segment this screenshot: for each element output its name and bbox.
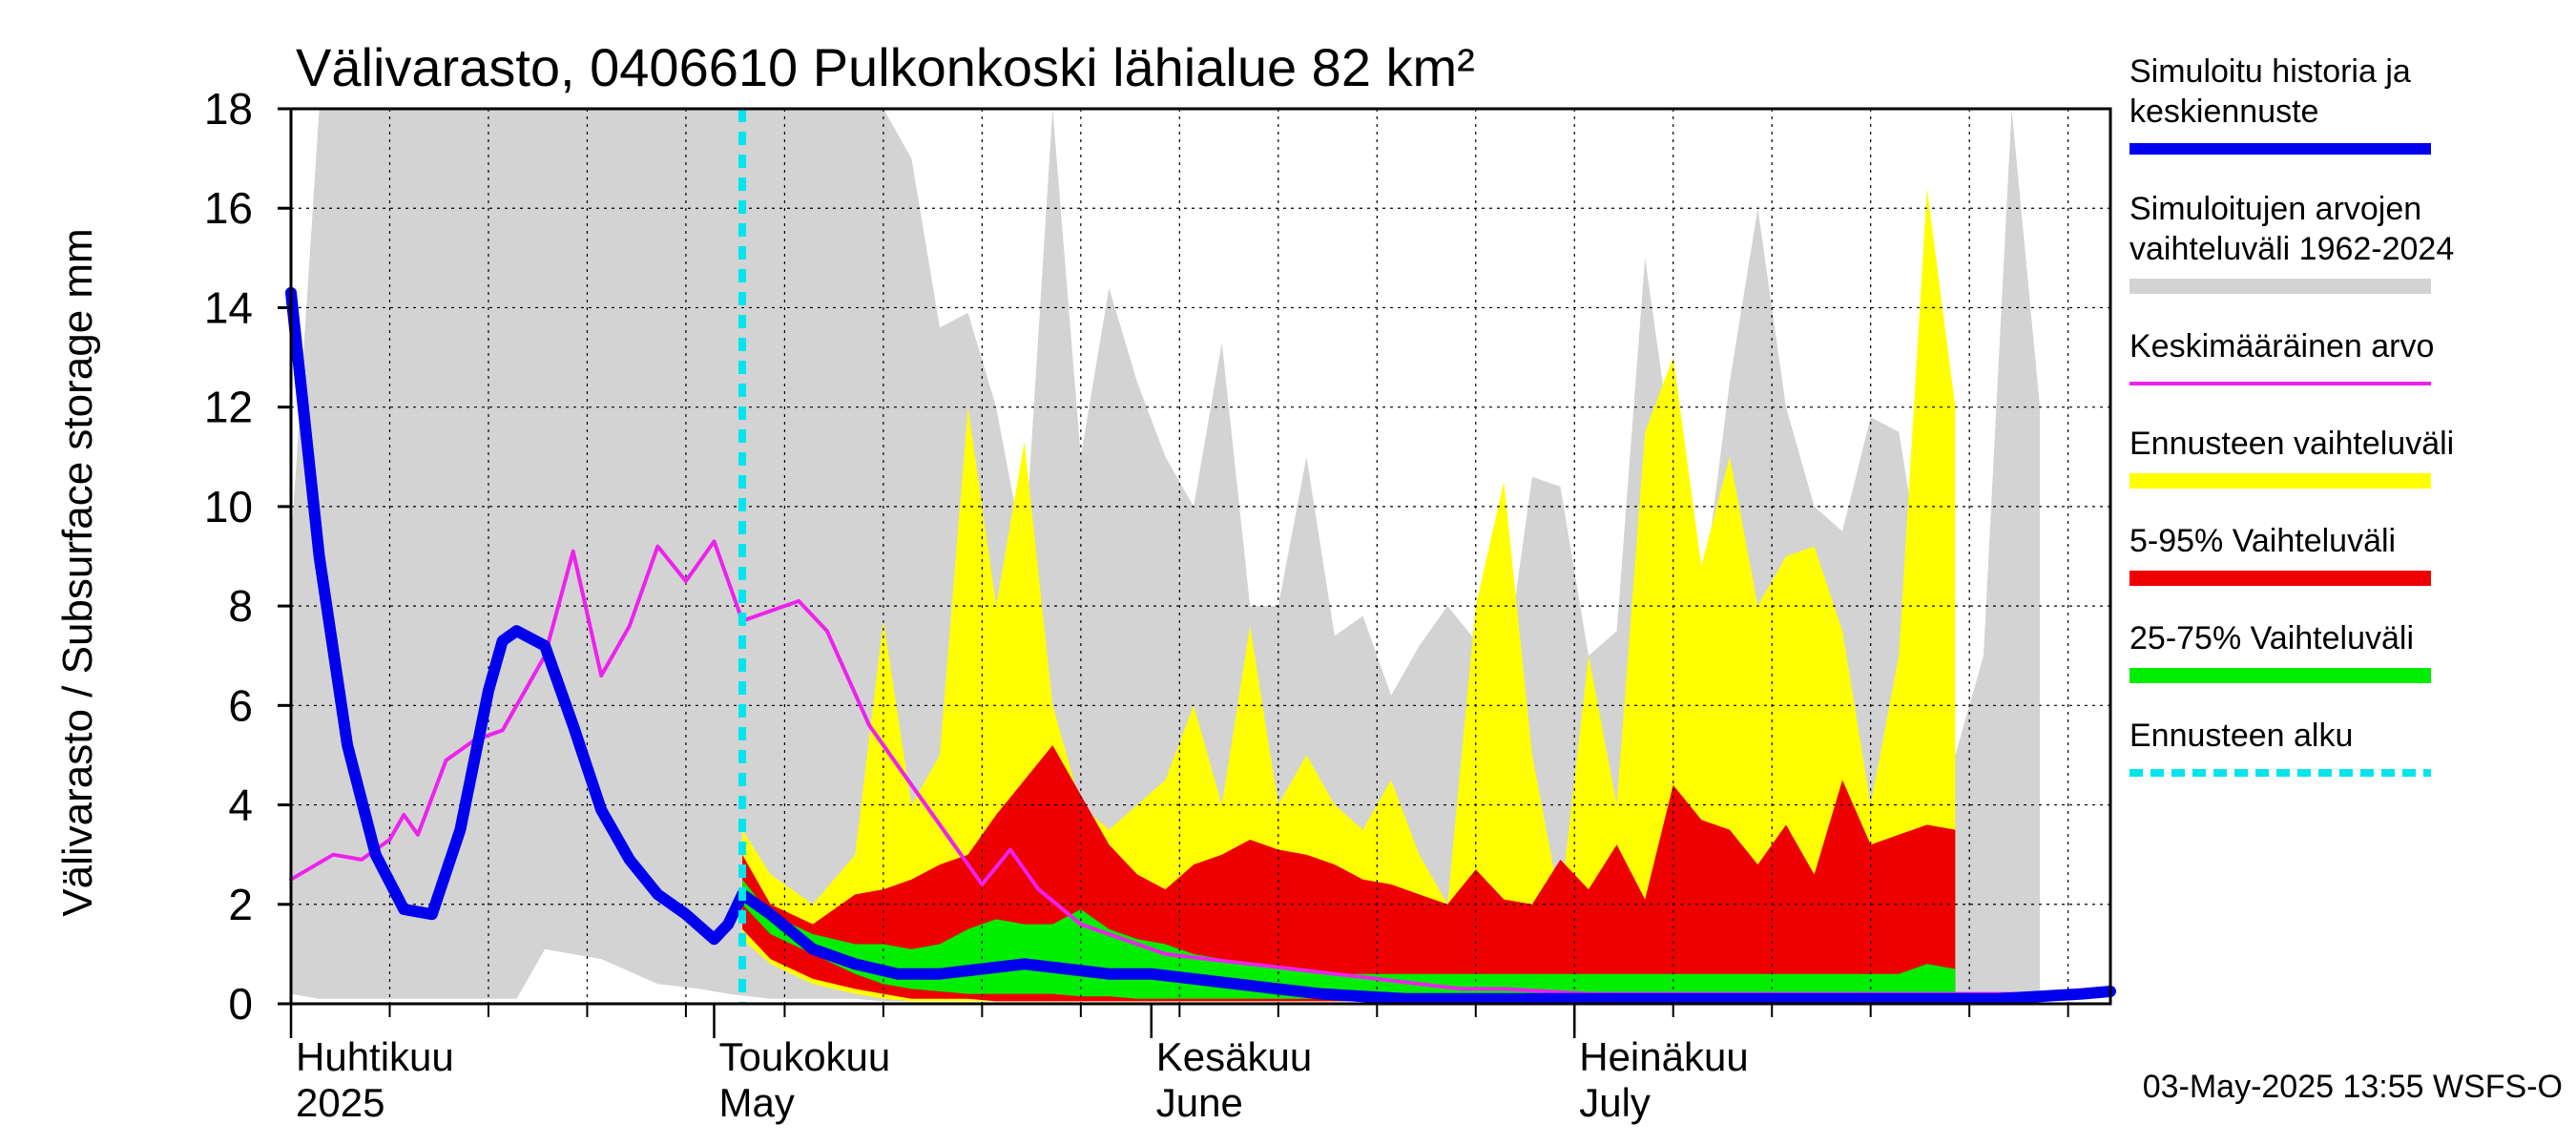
legend-label-hist: Simuloitujen arvojen — [2129, 191, 2421, 227]
simulated-history-line — [285, 286, 2116, 1005]
chart-title: Välivarasto, 0406610 Pulkonkoski lähialu… — [296, 37, 1475, 97]
legend-label-p2575: 25-75% Vaihteluväli — [2129, 620, 2414, 656]
timestamp: 03-May-2025 13:55 WSFS-O — [2143, 1069, 2563, 1105]
legend: Simuloitu historia ja keskiennuste Simuloi… — [2129, 53, 2454, 777]
y-axis-label: Välivarasto / Subsurface storage mm — [54, 228, 101, 916]
y-tick-label: 4 — [228, 781, 253, 830]
y-tick-label: 10 — [204, 482, 253, 531]
y-tick-label: 16 — [204, 183, 253, 233]
y-tick-label: 2 — [228, 880, 253, 929]
legend-label-sim: keskiennuste — [2129, 94, 2318, 130]
y-tick-label: 18 — [204, 84, 253, 134]
x-month-label-en: June — [1156, 1080, 1243, 1125]
legend-label-mean: Keskimääräinen arvo — [2129, 328, 2434, 364]
x-month-label-en: 2025 — [296, 1080, 384, 1125]
legend-label-p595: 5-95% Vaihteluväli — [2129, 523, 2396, 559]
y-tick-label: 14 — [204, 282, 253, 332]
x-month-label-en: May — [718, 1080, 794, 1125]
y-tick-label: 12 — [204, 383, 253, 432]
simulated-line — [285, 286, 2116, 1005]
x-month-label-fi: Huhtikuu — [296, 1034, 454, 1079]
y-tick-label: 8 — [228, 581, 253, 631]
legend-label-hist: vaihteluväli 1962-2024 — [2129, 231, 2454, 267]
x-month-label-fi: Heinäkuu — [1579, 1034, 1748, 1079]
y-tick-label: 0 — [228, 979, 253, 1029]
y-tick-label: 6 — [228, 680, 253, 730]
y-axis: 0 2 4 6 8 10 12 14 16 18 — [204, 84, 291, 1029]
legend-label-start: Ennusteen alku — [2129, 718, 2353, 754]
legend-label-fc: Ennusteen vaihteluväli — [2129, 426, 2454, 462]
plot-frame — [289, 107, 2112, 1006]
x-month-label-en: July — [1579, 1080, 1651, 1125]
x-month-label-fi: Toukokuu — [718, 1034, 890, 1079]
grid-lines — [291, 109, 2110, 1004]
x-month-label-fi: Kesäkuu — [1156, 1034, 1312, 1079]
legend-label-sim: Simuloitu historia ja — [2129, 53, 2411, 90]
plot-border — [289, 107, 2112, 1006]
plot-area — [285, 107, 2116, 1006]
